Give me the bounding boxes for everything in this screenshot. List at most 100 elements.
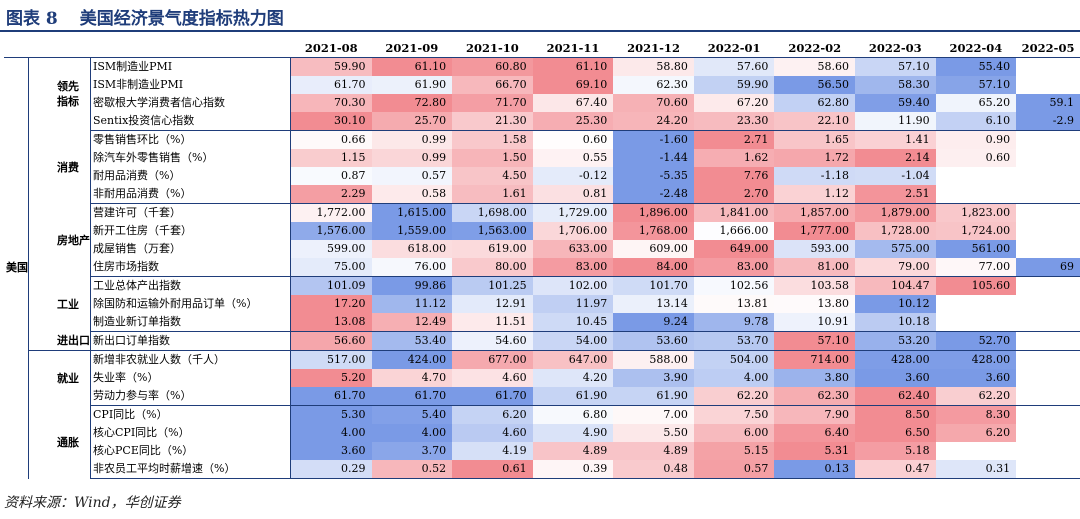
table-row: 房地产 营建许可（千套） 1,772.00 1,615.00 1,698.00 1,729…: [4, 203, 1080, 277]
value-cell: 9.24: [613, 313, 694, 332]
value-cell: 1,857.00: [774, 203, 855, 222]
value-cell: [1016, 424, 1080, 442]
table-row: 美国 领先 指标 ISM制造业PMI 59.90 61.10 60.80 61.10 58.80…: [4, 57, 1080, 479]
value-cell: 102.56: [693, 276, 775, 295]
group-label: 房地产: [28, 203, 91, 277]
value-cell: 7.76: [693, 167, 775, 185]
value-cell: 58.60: [774, 57, 855, 76]
value-cell: 5.15: [693, 442, 775, 460]
group-label: 就业: [28, 350, 91, 406]
value-cell: 57.10: [774, 331, 855, 351]
value-cell: 2.71: [693, 130, 775, 149]
indicator-name: 零售销售环比（%）: [90, 130, 292, 149]
value-cell: 13.80: [774, 295, 855, 313]
indicator-name: 核心PCE同比（%）: [90, 442, 292, 460]
value-cell: 3.60: [290, 442, 372, 460]
table-row: 除国防和运输外耐用品订单（%） 17.20 11.12 12.91 11.97 13.14…: [4, 295, 1080, 313]
value-cell: 102.00: [532, 276, 614, 295]
indicator-name: 除汽车外零售销售（%）: [90, 149, 292, 167]
value-cell: [1016, 58, 1080, 77]
value-cell: 1,615.00: [371, 203, 453, 222]
indicator-name: 住房市场指数: [90, 258, 292, 277]
value-cell: 1,706.00: [532, 222, 614, 240]
value-cell: 57.10: [855, 57, 936, 76]
value-cell: 588.00: [613, 350, 694, 369]
value-cell: [1016, 406, 1080, 425]
value-cell: 1,563.00: [452, 222, 533, 240]
value-cell: 1,724.00: [935, 222, 1017, 240]
table-row: 就业 新增非农就业人数（千人） 517.00 424.00 677.00 647.00 58…: [4, 350, 1080, 406]
value-cell: 103.58: [774, 276, 855, 295]
value-cell: 599.00: [290, 240, 372, 258]
value-cell: 13.81: [693, 295, 775, 313]
value-cell: 69: [1016, 258, 1080, 277]
value-cell: 62.30: [774, 387, 855, 406]
value-cell: [1016, 240, 1080, 258]
value-cell: 53.60: [613, 331, 694, 351]
value-cell: -2.48: [613, 185, 694, 204]
value-cell: 12.49: [371, 313, 453, 332]
indicator-name: ISM制造业PMI: [90, 57, 292, 76]
table-row: ISM非制造业PMI 61.70 61.90 66.70 69.10 62.30 59.90…: [4, 76, 1080, 94]
value-cell: 4.90: [532, 424, 614, 442]
indicator-name: 失业率（%）: [90, 369, 292, 387]
table-row: 核心PCE同比（%） 3.60 3.70 4.19 4.89 4.89 5.15 5.31 5.…: [4, 442, 1080, 460]
month-header: 2021-09: [371, 39, 453, 58]
value-cell: 12.91: [452, 295, 533, 313]
table-row: 进出口 新出口订单指数 56.60 53.40 54.60 54.00 53.60 53.70…: [4, 331, 1080, 351]
value-cell: 61.10: [532, 57, 614, 76]
month-header: 2021-12: [613, 39, 694, 58]
value-cell: 57.60: [693, 57, 775, 76]
value-cell: 21.30: [452, 112, 533, 131]
month-header: 2022-03: [855, 39, 936, 58]
table-row: 劳动力参与率（%） 61.70 61.70 61.70 61.90 61.90 62.20 6…: [4, 387, 1080, 406]
value-cell: 56.60: [290, 331, 372, 351]
value-cell: 1.65: [774, 130, 855, 149]
value-cell: 58.30: [855, 76, 936, 94]
value-cell: 1.72: [774, 149, 855, 167]
value-cell: 0.58: [371, 185, 453, 204]
value-cell: 1,823.00: [935, 203, 1017, 222]
month-header: 2021-10: [452, 39, 533, 58]
table-row: 消费 零售销售环比（%） 0.66 0.99 1.58 0.60 -1.60 2.71 1.65…: [4, 130, 1080, 204]
indicator-name: 非农员工平均时薪增速（%）: [90, 460, 292, 479]
month-header: 2022-04: [935, 39, 1017, 58]
value-cell: 57.10: [935, 76, 1017, 94]
value-cell: 0.61: [452, 460, 533, 479]
value-cell: 609.00: [613, 240, 694, 258]
value-cell: 76.00: [371, 258, 453, 277]
indicator-name: 新出口订单指数: [90, 331, 292, 351]
value-cell: 59.90: [290, 57, 372, 76]
value-cell: 0.81: [532, 185, 614, 204]
value-cell: 61.90: [371, 76, 453, 94]
value-cell: 593.00: [774, 240, 855, 258]
value-cell: 24.20: [613, 112, 694, 131]
value-cell: 428.00: [855, 350, 936, 369]
value-cell: [1016, 351, 1080, 370]
table-row: 制造业新订单指数 13.08 12.49 11.51 10.45 9.24 9.78 10.9…: [4, 313, 1080, 332]
value-cell: 62.80: [774, 94, 855, 112]
figure-label: 图表 8: [6, 9, 58, 29]
value-cell: 0.66: [290, 130, 372, 149]
table-row: 除汽车外零售销售（%） 1.15 0.99 1.50 0.55 -1.44 1.62 1.72…: [4, 149, 1080, 167]
value-cell: 561.00: [935, 240, 1017, 258]
value-cell: 80.00: [452, 258, 533, 277]
value-cell: 72.80: [371, 94, 453, 112]
value-cell: 10.45: [532, 313, 614, 332]
value-cell: 59.40: [855, 94, 936, 112]
indicator-name: CPI同比（%）: [90, 405, 292, 424]
group-label: 通胀: [28, 405, 91, 479]
value-cell: 84.00: [613, 258, 694, 277]
value-cell: 1,559.00: [371, 222, 453, 240]
value-cell: -2.9: [1016, 112, 1080, 131]
value-cell: 30.10: [290, 112, 372, 131]
value-cell: 618.00: [371, 240, 453, 258]
table-row: Sentix投资信心指数 30.10 25.70 21.30 25.30 24.20 23.…: [4, 112, 1080, 131]
value-cell: 3.70: [371, 442, 453, 460]
table-row: 非耐用品消费（%） 2.29 0.58 1.61 0.81 -2.48 2.70 1.12 2.…: [4, 185, 1080, 204]
value-cell: [935, 313, 1017, 332]
value-cell: 11.90: [855, 112, 936, 131]
value-cell: 6.10: [935, 112, 1017, 131]
value-cell: 0.52: [371, 460, 453, 479]
value-cell: [1016, 369, 1080, 387]
